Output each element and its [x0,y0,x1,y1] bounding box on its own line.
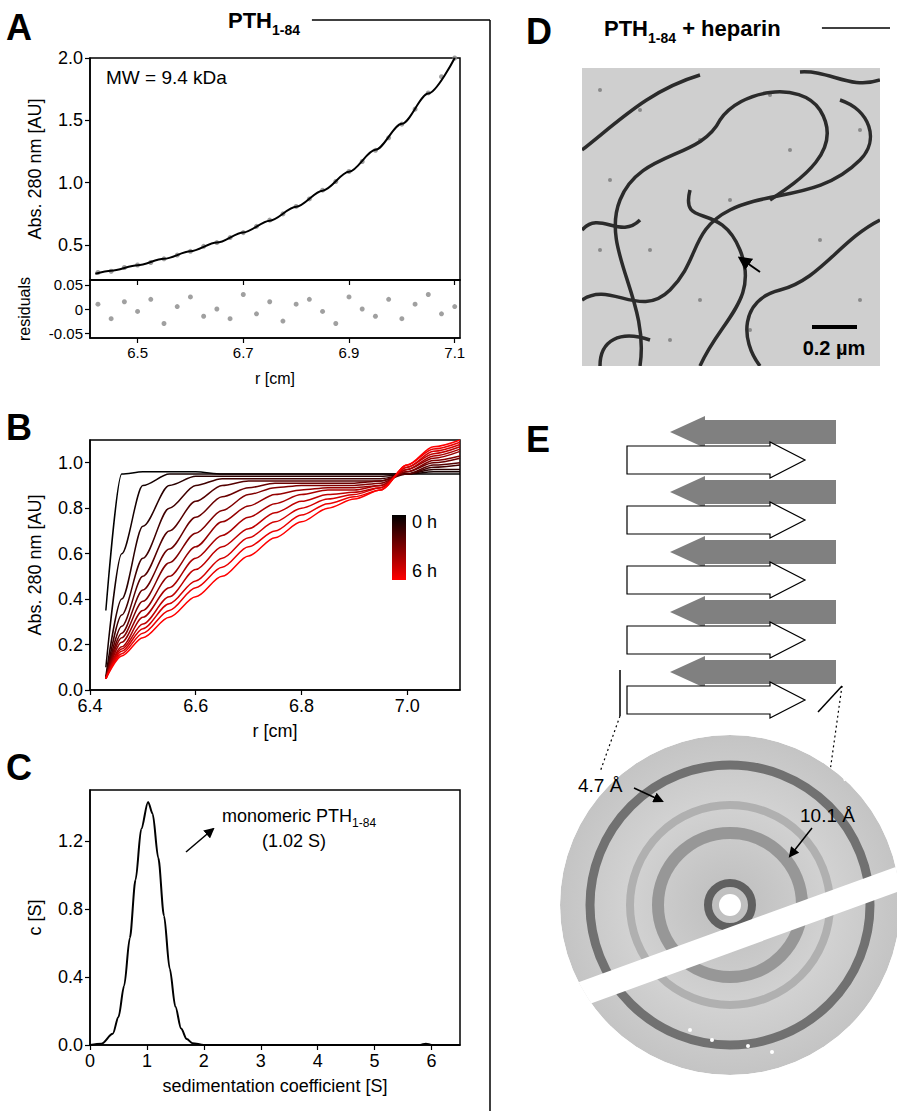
svg-text:0.8: 0.8 [58,899,83,919]
svg-text:6.5: 6.5 [127,344,148,361]
svg-text:1.5: 1.5 [58,110,83,130]
svg-text:6.8: 6.8 [289,696,314,716]
svg-text:7.1: 7.1 [444,344,465,361]
svg-text:7.0: 7.0 [395,696,420,716]
svg-text:6.4: 6.4 [77,696,102,716]
svg-text:4: 4 [313,1051,323,1071]
svg-text:C: C [6,747,32,788]
svg-text:PTH1-84 + heparin: PTH1-84 + heparin [604,16,781,46]
svg-text:1.2: 1.2 [58,831,83,851]
svg-text:2.0: 2.0 [58,48,83,68]
svg-text:2: 2 [199,1051,209,1071]
svg-text:0.2 µm: 0.2 µm [803,337,866,359]
svg-text:monomeric PTH1-84: monomeric PTH1-84 [222,806,376,830]
svg-text:c [S]: c [S] [25,899,45,935]
svg-text:E: E [526,419,550,460]
svg-text:A: A [6,7,32,48]
svg-text:0.6: 0.6 [58,544,83,564]
svg-text:B: B [6,407,32,448]
svg-text:6.6: 6.6 [183,696,208,716]
svg-text:1: 1 [142,1051,152,1071]
svg-text:5: 5 [370,1051,380,1071]
svg-text:0.4: 0.4 [58,589,83,609]
svg-text:6.9: 6.9 [339,344,360,361]
svg-text:0 h: 0 h [412,512,437,532]
svg-text:10.1 Å: 10.1 Å [800,805,855,826]
svg-text:residuals: residuals [16,277,33,341]
svg-text:0: 0 [75,301,83,318]
svg-text:1.0: 1.0 [58,453,83,473]
svg-text:PTH1-84: PTH1-84 [228,8,300,38]
svg-text:Abs. 280 nm [AU]: Abs. 280 nm [AU] [25,98,45,239]
svg-text:0: 0 [85,1051,95,1071]
svg-text:D: D [526,11,552,52]
svg-text:sedimentation coefficient [S]: sedimentation coefficient [S] [163,1076,388,1096]
svg-text:4.7 Å: 4.7 Å [578,775,623,796]
svg-text:6 h: 6 h [412,561,437,581]
svg-text:(1.02 S): (1.02 S) [262,831,326,851]
svg-text:6.7: 6.7 [233,344,254,361]
svg-text:0.4: 0.4 [58,967,83,987]
svg-text:6: 6 [427,1051,437,1071]
svg-text:0.0: 0.0 [58,680,83,700]
svg-text:0.2: 0.2 [58,635,83,655]
svg-text:0.8: 0.8 [58,498,83,518]
svg-text:1.0: 1.0 [58,173,83,193]
svg-text:-0.05: -0.05 [49,325,83,342]
svg-text:MW = 9.4 kDa: MW = 9.4 kDa [106,67,227,88]
svg-text:0.05: 0.05 [54,276,83,293]
svg-text:0.0: 0.0 [58,1035,83,1055]
svg-text:Abs. 280 nm [AU]: Abs. 280 nm [AU] [25,494,45,635]
svg-text:r [cm]: r [cm] [255,370,295,387]
svg-text:0.5: 0.5 [58,235,83,255]
svg-text:r [cm]: r [cm] [253,721,298,741]
svg-text:3: 3 [256,1051,266,1071]
